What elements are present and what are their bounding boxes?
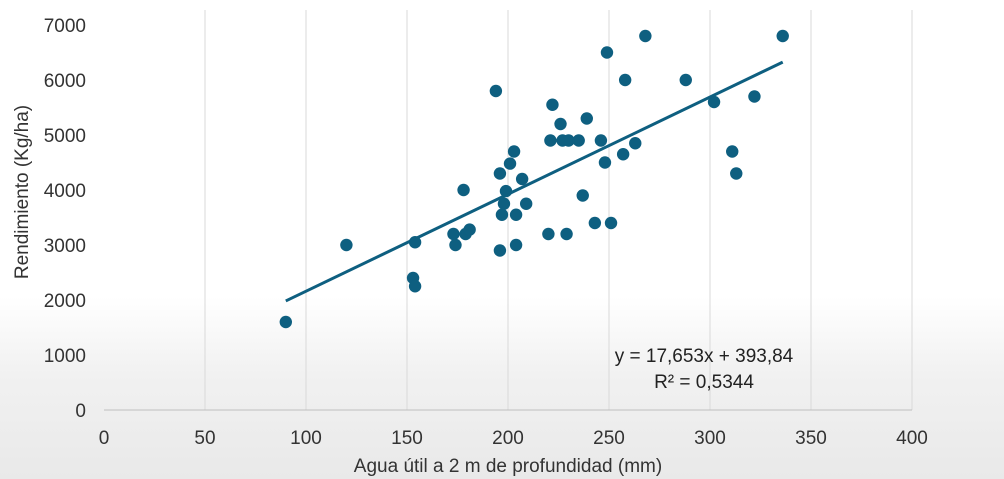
data-point <box>600 46 614 59</box>
data-point <box>618 73 632 87</box>
data-point <box>503 157 517 170</box>
y-tick-label: 6000 <box>44 71 86 92</box>
x-tick-label: 50 <box>194 428 215 449</box>
data-point <box>562 134 575 147</box>
y-tick-labels: 0 1000 2000 3000 4000 5000 6000 7000 <box>44 16 86 422</box>
y-tick-label: 1000 <box>44 346 86 367</box>
y-tick-label: 2000 <box>44 291 86 312</box>
r-squared-label: R² = 0,5344 <box>654 372 754 393</box>
data-point <box>730 167 743 180</box>
x-tick-label: 300 <box>694 428 726 449</box>
data-point <box>447 227 460 241</box>
data-point <box>499 184 513 198</box>
data-point <box>776 29 789 43</box>
data-point <box>463 223 476 236</box>
data-point <box>493 244 507 257</box>
data-point <box>497 197 511 210</box>
trendline <box>285 60 784 303</box>
x-tick-label: 200 <box>492 428 524 449</box>
data-point <box>408 280 422 293</box>
x-tick-label: 250 <box>593 428 625 449</box>
data-point <box>598 156 612 169</box>
data-point <box>576 189 589 202</box>
y-tick-label: 3000 <box>44 236 86 257</box>
data-point <box>279 315 292 329</box>
data-point <box>519 197 533 210</box>
data-point <box>542 227 555 241</box>
data-point <box>748 90 761 103</box>
x-tick-label: 400 <box>896 428 928 449</box>
y-tick-label: 4000 <box>44 181 86 202</box>
data-point <box>639 29 652 43</box>
data-point <box>616 148 630 161</box>
y-tick-label: 0 <box>75 401 86 422</box>
x-axis-title: Agua útil a 2 m de profundidad (mm) <box>354 456 662 477</box>
x-tick-labels: 0 50 100 150 200 250 300 350 400 <box>99 428 928 449</box>
data-point <box>507 145 521 158</box>
data-point <box>408 236 422 249</box>
data-point <box>629 137 642 150</box>
data-point <box>726 145 739 158</box>
data-points <box>279 29 789 329</box>
x-tick-label: 0 <box>99 428 110 449</box>
data-point <box>495 208 509 221</box>
grid-lines <box>204 10 913 410</box>
data-point <box>509 208 523 221</box>
data-point <box>588 216 602 230</box>
data-point <box>594 134 608 147</box>
data-point <box>554 117 567 131</box>
data-point <box>707 95 721 109</box>
data-point <box>457 183 470 197</box>
data-point <box>544 134 557 147</box>
y-tick-label: 7000 <box>44 16 86 37</box>
x-tick-label: 100 <box>290 428 322 449</box>
data-point <box>493 167 507 180</box>
x-tick-label: 150 <box>391 428 423 449</box>
data-point <box>560 227 573 241</box>
data-point <box>489 84 503 98</box>
data-point <box>679 73 692 87</box>
data-point <box>604 216 618 230</box>
data-point <box>572 134 585 147</box>
x-tick-label: 350 <box>795 428 827 449</box>
data-point <box>546 98 559 111</box>
data-point <box>509 238 523 252</box>
data-point <box>449 238 462 252</box>
data-point <box>580 112 593 125</box>
trendline-equation: y = 17,653x + 393,84 <box>615 346 794 367</box>
data-point <box>340 238 353 252</box>
y-axis-title: Rendimiento (Kg/ha) <box>12 105 33 279</box>
y-tick-label: 5000 <box>44 126 86 147</box>
data-point <box>515 172 529 186</box>
